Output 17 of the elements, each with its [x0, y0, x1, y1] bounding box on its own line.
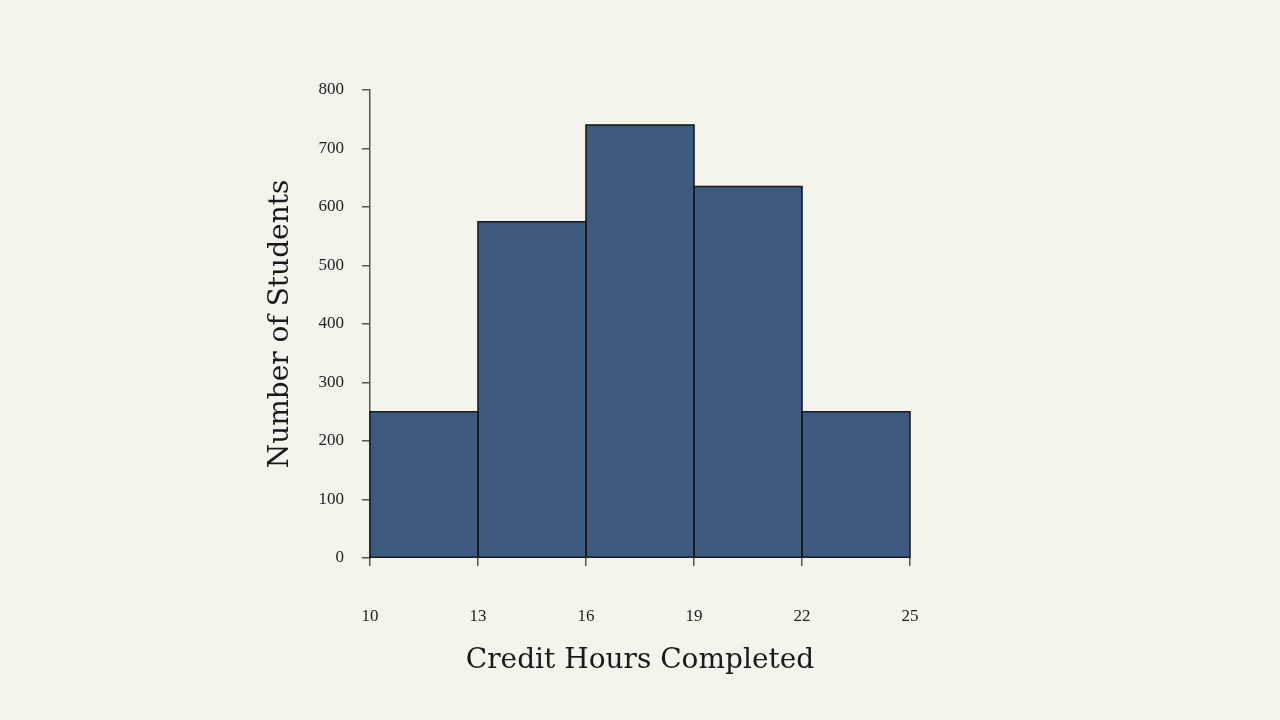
y-tick-label: 800 — [318, 79, 344, 99]
y-tick-label: 500 — [318, 254, 344, 274]
y-tick-label: 300 — [318, 371, 344, 391]
x-tick-label: 13 — [469, 605, 487, 625]
y-tick-label: 700 — [318, 137, 344, 157]
y-tick-label: 600 — [318, 196, 344, 216]
y-tick-label: 400 — [318, 313, 344, 333]
y-tick-label: 100 — [318, 488, 344, 508]
y-tick-label: 0 — [335, 547, 344, 567]
x-tick-label: 25 — [901, 605, 919, 625]
y-tick-label: 200 — [318, 430, 344, 450]
x-tick-label: 19 — [685, 605, 703, 625]
y-axis-title: Number of Students — [262, 179, 296, 469]
x-tick-label: 16 — [577, 605, 595, 625]
x-axis-title: Credit Hours Completed — [465, 642, 815, 676]
x-tick-label: 10 — [361, 605, 379, 625]
x-tick-label: 22 — [793, 605, 811, 625]
